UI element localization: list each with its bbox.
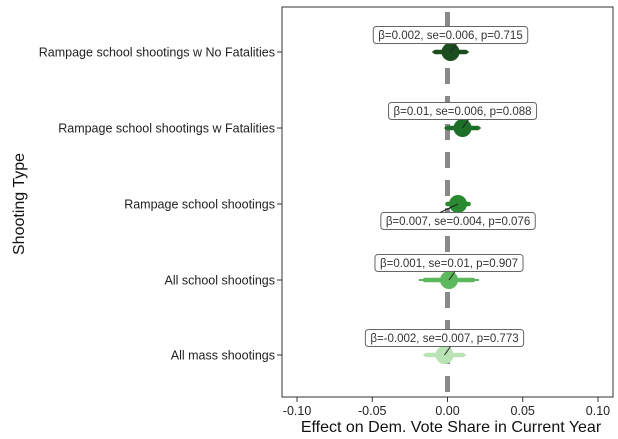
x-tick-label: 0.10 <box>586 404 610 418</box>
coefficient-mark: β=0.007, se=0.004, p=0.076 <box>380 195 536 230</box>
x-tick-label: -0.05 <box>358 404 387 418</box>
annotation-leader <box>450 43 457 53</box>
annotation-text: β=-0.002, se=0.007, p=0.773 <box>370 333 518 345</box>
annotation-text: β=0.01, se=0.006, p=0.088 <box>394 106 532 118</box>
x-tick-label: -0.10 <box>283 404 312 418</box>
annotation-leader <box>439 203 459 213</box>
y-axis-title: Shooting Type <box>11 153 28 255</box>
coefficient-mark: β=-0.002, se=0.007, p=0.773 <box>364 329 525 364</box>
estimate-annotation: β=0.002, se=0.006, p=0.715 <box>372 26 529 53</box>
x-tick-label: 0.00 <box>435 404 459 418</box>
annotation-text: β=0.007, se=0.004, p=0.076 <box>386 216 530 228</box>
y-tick-label: All mass shootings <box>171 349 275 363</box>
annotation-text: β=0.001, se=0.01, p=0.907 <box>380 258 518 270</box>
estimate-annotation: β=0.01, se=0.006, p=0.088 <box>388 102 538 129</box>
x-tick-label: 0.05 <box>511 404 535 418</box>
annotation-box <box>372 26 529 44</box>
y-tick-label: Rampage school shootings <box>124 198 275 212</box>
annotation-box <box>388 102 538 120</box>
annotation-text: β=0.002, se=0.006, p=0.715 <box>378 30 522 42</box>
estimate-annotation: β=0.007, se=0.004, p=0.076 <box>380 203 536 230</box>
x-axis-title: Effect on Dem. Vote Share in Current Yea… <box>301 419 602 436</box>
annotation-box <box>374 254 524 272</box>
estimate-annotation: β=-0.002, se=0.007, p=0.773 <box>364 329 525 356</box>
y-tick-label: All school shootings <box>165 274 275 288</box>
y-tick-label: Rampage school shootings w Fatalities <box>58 122 275 136</box>
annotation-leader <box>462 119 469 129</box>
annotation-box <box>364 329 525 347</box>
y-tick-label: Rampage school shootings w No Fatalities <box>39 46 275 60</box>
estimate-annotation: β=0.001, se=0.01, p=0.907 <box>374 254 524 281</box>
annotation-box <box>380 212 536 230</box>
coefficient-mark: β=0.001, se=0.01, p=0.907 <box>374 254 524 289</box>
coefficient-mark: β=0.002, se=0.006, p=0.715 <box>372 26 529 61</box>
coefficient-mark: β=0.01, se=0.006, p=0.088 <box>388 102 538 137</box>
annotation-leader <box>444 346 451 356</box>
annotation-leader <box>448 271 456 281</box>
